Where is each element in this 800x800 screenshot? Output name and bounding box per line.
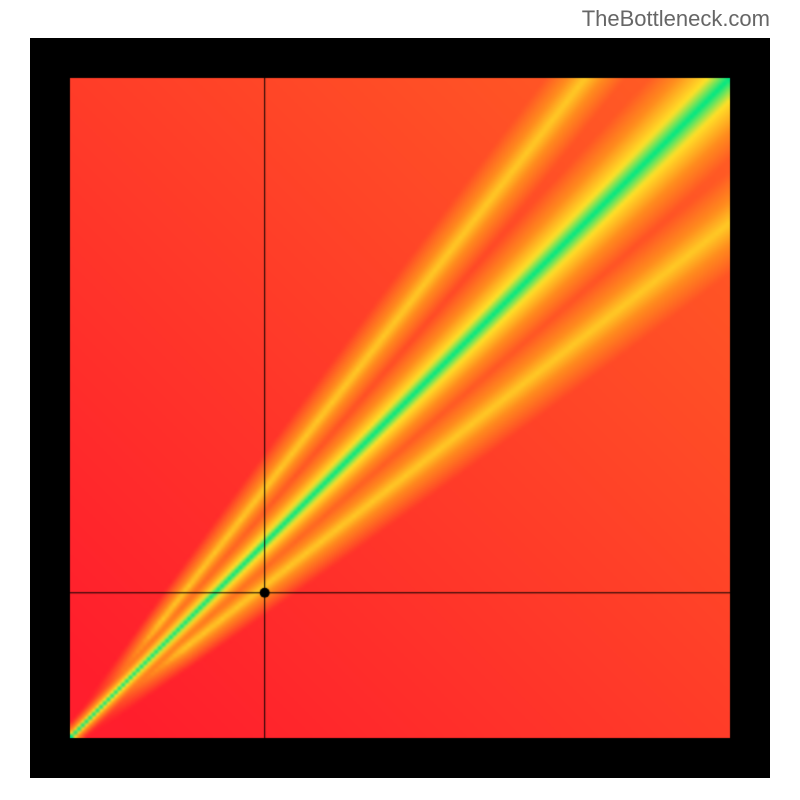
watermark-text: TheBottleneck.com — [582, 6, 770, 32]
plot-frame — [30, 38, 770, 778]
bottleneck-heatmap-canvas — [30, 38, 770, 778]
stage: TheBottleneck.com — [0, 0, 800, 800]
